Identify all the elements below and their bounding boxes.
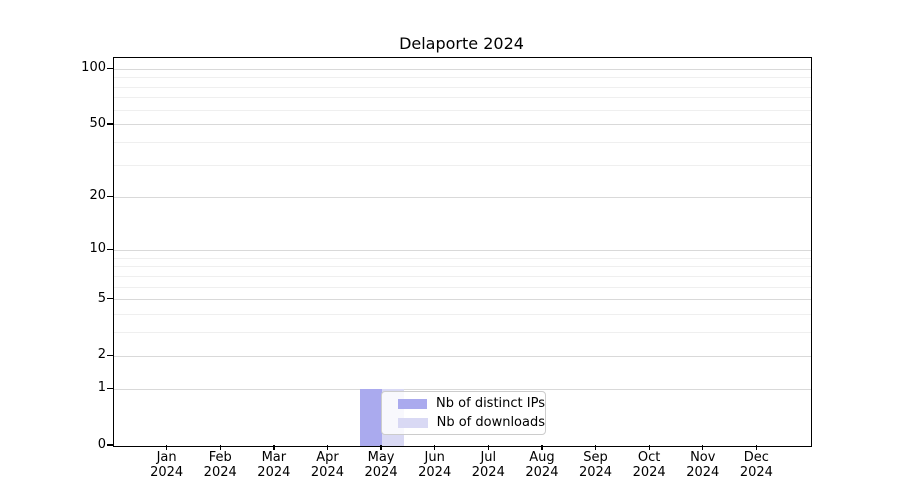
x-tick-label: May 2024 [349, 450, 413, 480]
plot-area: Nb of distinct IPs Nb of downloads [113, 57, 812, 447]
x-tick-month: Oct [637, 450, 661, 465]
x-tick-year: 2024 [418, 465, 452, 480]
x-tick-mark [594, 445, 597, 450]
x-tick-label: Mar 2024 [242, 450, 306, 480]
minor-gridline [114, 275, 811, 277]
x-tick-year: 2024 [632, 465, 666, 480]
chart-title: Delaporte 2024 [399, 34, 524, 53]
minor-gridline [114, 109, 811, 111]
major-gridline [114, 196, 811, 198]
x-tick-label: Dec 2024 [724, 450, 788, 480]
legend-item-distinct-ips: Nb of distinct IPs [398, 396, 545, 412]
x-tick-label: Sep 2024 [564, 450, 628, 480]
minor-gridline [114, 266, 811, 268]
x-tick-label: Aug 2024 [510, 450, 574, 480]
minor-gridline [114, 142, 811, 144]
x-tick-mark [380, 445, 382, 450]
x-tick-mark [166, 445, 168, 450]
major-gridline [114, 299, 811, 301]
y-tick-mark [107, 248, 113, 250]
y-tick-label: 50 [89, 115, 106, 131]
x-tick-mark [434, 445, 436, 450]
bar-distinct-ips [360, 389, 383, 446]
y-tick-mark [107, 444, 113, 446]
y-tick-label: 100 [81, 60, 106, 76]
y-tick-mark [107, 67, 113, 69]
x-tick-year: 2024 [525, 465, 559, 480]
y-tick-label: 20 [89, 188, 106, 204]
legend-label-downloads: Nb of downloads [436, 414, 545, 430]
x-tick-month: Mar [261, 450, 287, 465]
minor-gridline [114, 314, 811, 316]
x-tick-mark [219, 445, 221, 450]
x-tick-label: Apr 2024 [295, 450, 359, 480]
minor-gridline [114, 286, 811, 288]
x-tick-year: 2024 [364, 465, 398, 480]
x-tick-month: Dec [743, 450, 769, 465]
x-tick-month: May [367, 450, 395, 465]
x-tick-year: 2024 [686, 465, 720, 480]
y-tick-mark [107, 195, 113, 198]
y-tick-mark [107, 354, 113, 356]
x-tick-mark [755, 445, 758, 450]
x-tick-month: Apr [316, 450, 339, 465]
major-gridline [114, 124, 811, 126]
x-tick-year: 2024 [310, 465, 344, 480]
y-tick-label: 1 [97, 380, 106, 396]
y-tick-mark [107, 123, 113, 125]
x-tick-label: Oct 2024 [617, 450, 681, 480]
x-tick-month: Jul [480, 450, 497, 465]
legend-swatch-downloads [398, 417, 428, 428]
legend: Nb of distinct IPs Nb of downloads [381, 391, 546, 435]
major-gridline [114, 388, 811, 390]
x-tick-month: Jan [156, 450, 177, 465]
minor-gridline [114, 332, 811, 334]
x-tick-year: 2024 [150, 465, 184, 480]
x-tick-label: Jan 2024 [135, 450, 199, 480]
x-tick-month: Jun [424, 450, 445, 465]
minor-gridline [114, 257, 811, 259]
y-tick-label: 5 [97, 290, 106, 306]
x-tick-label: Feb 2024 [188, 450, 252, 480]
y-tick-label: 2 [97, 347, 106, 363]
major-gridline [114, 249, 811, 251]
x-tick-mark [487, 445, 489, 450]
minor-gridline [114, 77, 811, 79]
x-tick-month: Sep [583, 450, 608, 465]
legend-label-distinct-ips: Nb of distinct IPs [436, 395, 545, 411]
x-tick-year: 2024 [257, 465, 291, 480]
minor-gridline [114, 97, 811, 99]
x-tick-year: 2024 [578, 465, 613, 480]
x-tick-year: 2024 [739, 465, 773, 480]
x-tick-month: Feb [208, 450, 232, 465]
x-tick-mark [326, 445, 329, 450]
x-tick-mark [541, 445, 543, 450]
x-tick-label: Nov 2024 [671, 450, 735, 480]
x-tick-year: 2024 [203, 465, 237, 480]
x-tick-month: Nov [690, 450, 716, 465]
legend-item-downloads: Nb of downloads [398, 415, 545, 431]
x-tick-year: 2024 [471, 465, 505, 480]
y-tick-mark [107, 387, 113, 390]
major-gridline [114, 68, 811, 70]
y-tick-label: 10 [89, 241, 106, 257]
y-tick-mark [107, 298, 113, 300]
x-tick-mark [273, 445, 275, 450]
x-tick-month: Aug [529, 450, 555, 465]
x-tick-label: Jul 2024 [456, 450, 520, 480]
x-tick-mark [702, 445, 704, 450]
x-tick-label: Jun 2024 [403, 450, 467, 480]
x-tick-mark [648, 445, 650, 450]
y-tick-label: 0 [97, 437, 106, 452]
minor-gridline [114, 165, 811, 167]
minor-gridline [114, 86, 811, 88]
legend-swatch-distinct-ips [398, 398, 428, 409]
major-gridline [114, 355, 811, 357]
